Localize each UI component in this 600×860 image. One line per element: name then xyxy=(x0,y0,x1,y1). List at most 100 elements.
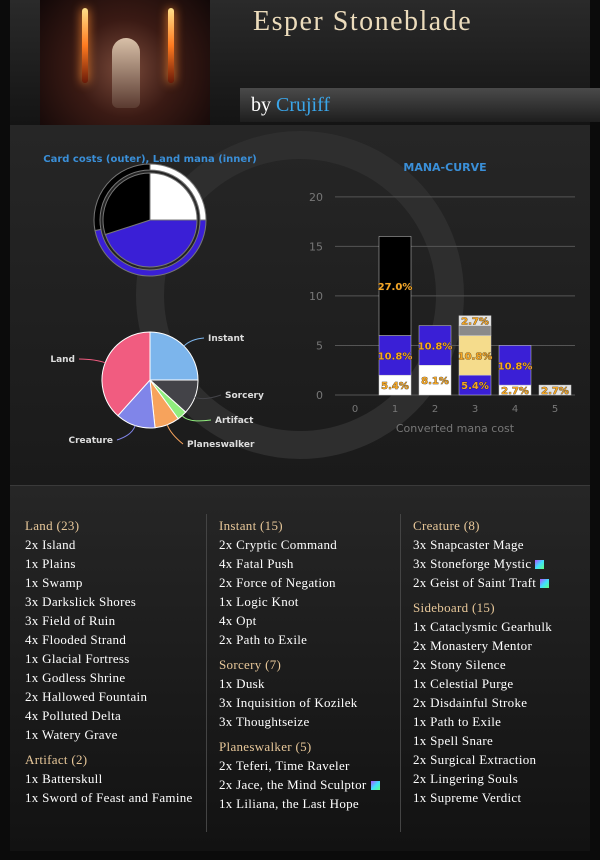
card-entry[interactable]: 2x Disdainful Stroke xyxy=(413,693,593,712)
card-name: 2x Jace, the Mind Sculptor xyxy=(219,777,367,792)
card-entry[interactable]: 2x Geist of Saint Traft xyxy=(413,573,593,592)
card-name: 1x Godless Shrine xyxy=(25,670,126,685)
bar-segment xyxy=(538,384,572,396)
y-tick-label: 10 xyxy=(309,290,323,303)
card-name: 1x Supreme Verdict xyxy=(413,790,522,805)
card-entry[interactable]: 1x Cataclysmic Gearhulk xyxy=(413,617,593,636)
card-entry[interactable]: 1x Path to Exile xyxy=(413,712,593,731)
card-entry[interactable]: 1x Supreme Verdict xyxy=(413,788,593,807)
card-entry[interactable]: 4x Flooded Strand xyxy=(25,630,205,649)
card-name: 1x Logic Knot xyxy=(219,594,299,609)
card-entry[interactable]: 2x Path to Exile xyxy=(219,630,399,649)
separator xyxy=(400,514,401,832)
bar-title: MANA-CURVE xyxy=(403,161,486,174)
card-entry[interactable]: 1x Dusk xyxy=(219,674,399,693)
card-entry[interactable]: 3x Darkslick Shores xyxy=(25,592,205,611)
card-name: 2x Geist of Saint Traft xyxy=(413,575,537,590)
deck-list: Land (23) 2x Island 1x Plains 1x Swamp 3x Da… xyxy=(10,485,590,851)
card-name: 3x Darkslick Shores xyxy=(25,594,137,609)
deck-section: Land (23) 2x Island 1x Plains 1x Swamp 3x Da… xyxy=(25,516,205,744)
card-entry[interactable]: 4x Polluted Delta xyxy=(25,706,205,725)
y-tick-label: 5 xyxy=(316,339,323,352)
x-tick-label: 0 xyxy=(352,404,358,415)
card-entry[interactable]: 2x Cryptic Command xyxy=(219,535,399,554)
value-label: 8.1% xyxy=(421,376,449,387)
bar-segment xyxy=(498,345,532,386)
card-name: 1x Plains xyxy=(25,556,76,571)
card-name: 4x Flooded Strand xyxy=(25,632,127,647)
card-name: 4x Opt xyxy=(219,613,257,628)
card-entry[interactable]: 1x Celestial Purge xyxy=(413,674,593,693)
charts: Card costs (outer), Land mana (inner) MA… xyxy=(10,125,590,485)
card-name: 1x Celestial Purge xyxy=(413,676,514,691)
deck-section: Instant (15) 2x Cryptic Command 4x Fatal P… xyxy=(219,516,399,649)
card-entry[interactable]: 4x Fatal Push xyxy=(219,554,399,573)
card-name: 3x Thoughtseize xyxy=(219,714,310,729)
card-entry[interactable]: 2x Lingering Souls xyxy=(413,769,593,788)
card-entry[interactable]: 1x Liliana, the Last Hope xyxy=(219,794,399,813)
x-tick-label: 3 xyxy=(472,404,478,415)
card-entry[interactable]: 3x Thoughtseize xyxy=(219,712,399,731)
card-entry[interactable]: 4x Opt xyxy=(219,611,399,630)
x-tick-label: 2 xyxy=(432,404,438,415)
donut-slice xyxy=(102,172,151,236)
card-entry[interactable]: 1x Swamp xyxy=(25,573,205,592)
value-label: 27.0% xyxy=(378,282,413,293)
pie-label: Creature xyxy=(69,436,113,446)
card-icon xyxy=(370,781,380,790)
deck-section: Sideboard (15) 1x Cataclysmic Gearhulk 2x … xyxy=(413,598,593,807)
separator xyxy=(206,514,207,832)
pie-slice xyxy=(101,331,151,417)
value-label: 2.7% xyxy=(541,386,569,397)
bar-segment xyxy=(418,365,452,396)
card-entry[interactable]: 2x Surgical Extraction xyxy=(413,750,593,769)
card-name: 1x Glacial Fortress xyxy=(25,651,130,666)
card-entry[interactable]: 3x Inquisition of Kozilek xyxy=(219,693,399,712)
card-name: 1x Dusk xyxy=(219,676,265,691)
card-entry[interactable]: 1x Watery Grave xyxy=(25,725,205,744)
card-entry[interactable]: 2x Stony Silence xyxy=(413,655,593,674)
card-entry[interactable]: 2x Jace, the Mind Sculptor xyxy=(219,775,399,794)
card-icon xyxy=(535,560,545,569)
card-entry[interactable]: 1x Sword of Feast and Famine xyxy=(25,788,205,807)
card-entry[interactable]: 1x Batterskull xyxy=(25,769,205,788)
leader-line xyxy=(78,358,106,364)
card-name: 1x Sword of Feast and Famine xyxy=(25,790,193,805)
card-entry[interactable]: 2x Hallowed Fountain xyxy=(25,687,205,706)
card-entry[interactable]: 2x Teferi, Time Raveler xyxy=(219,756,399,775)
card-name: 2x Island xyxy=(25,537,76,552)
card-entry[interactable]: 1x Plains xyxy=(25,554,205,573)
card-entry[interactable]: 1x Spell Snare xyxy=(413,731,593,750)
card-name: 1x Path to Exile xyxy=(413,714,502,729)
card-icon xyxy=(540,579,550,588)
by: by xyxy=(251,94,271,116)
card-entry[interactable]: 1x Glacial Fortress xyxy=(25,649,205,668)
card-entry[interactable]: 1x Logic Knot xyxy=(219,592,399,611)
card-entry[interactable]: 2x Force of Negation xyxy=(219,573,399,592)
section-heading: Sideboard (15) xyxy=(413,600,495,615)
card-name: 2x Monastery Mentor xyxy=(413,638,533,653)
card-entry[interactable]: 3x Snapcaster Mage xyxy=(413,535,593,554)
value-label: 2.7% xyxy=(461,317,489,328)
leader-line xyxy=(181,415,212,422)
card-entry[interactable]: 3x Stoneforge Mystic xyxy=(413,554,593,573)
author[interactable]: Crujiff xyxy=(276,94,331,116)
pie-label: Instant xyxy=(208,334,245,344)
card-name: 3x Snapcaster Mage xyxy=(413,537,524,552)
card-name: 2x Force of Negation xyxy=(219,575,336,590)
leader-line xyxy=(183,337,205,347)
value-label: 5.4% xyxy=(461,381,489,392)
card-entry[interactable]: 1x Godless Shrine xyxy=(25,668,205,687)
card-entry[interactable]: 2x Island xyxy=(25,535,205,554)
deck-art xyxy=(40,0,210,125)
bar-segment xyxy=(458,335,492,376)
card-name: 1x Swamp xyxy=(25,575,83,590)
card-entry[interactable]: 2x Monastery Mentor xyxy=(413,636,593,655)
card-entry[interactable]: 3x Field of Ruin xyxy=(25,611,205,630)
value-label: 10.8% xyxy=(458,351,493,362)
bar-segment xyxy=(418,325,452,366)
flame xyxy=(82,8,88,83)
bar-segment xyxy=(458,315,492,326)
value-label: 10.8% xyxy=(418,341,453,352)
